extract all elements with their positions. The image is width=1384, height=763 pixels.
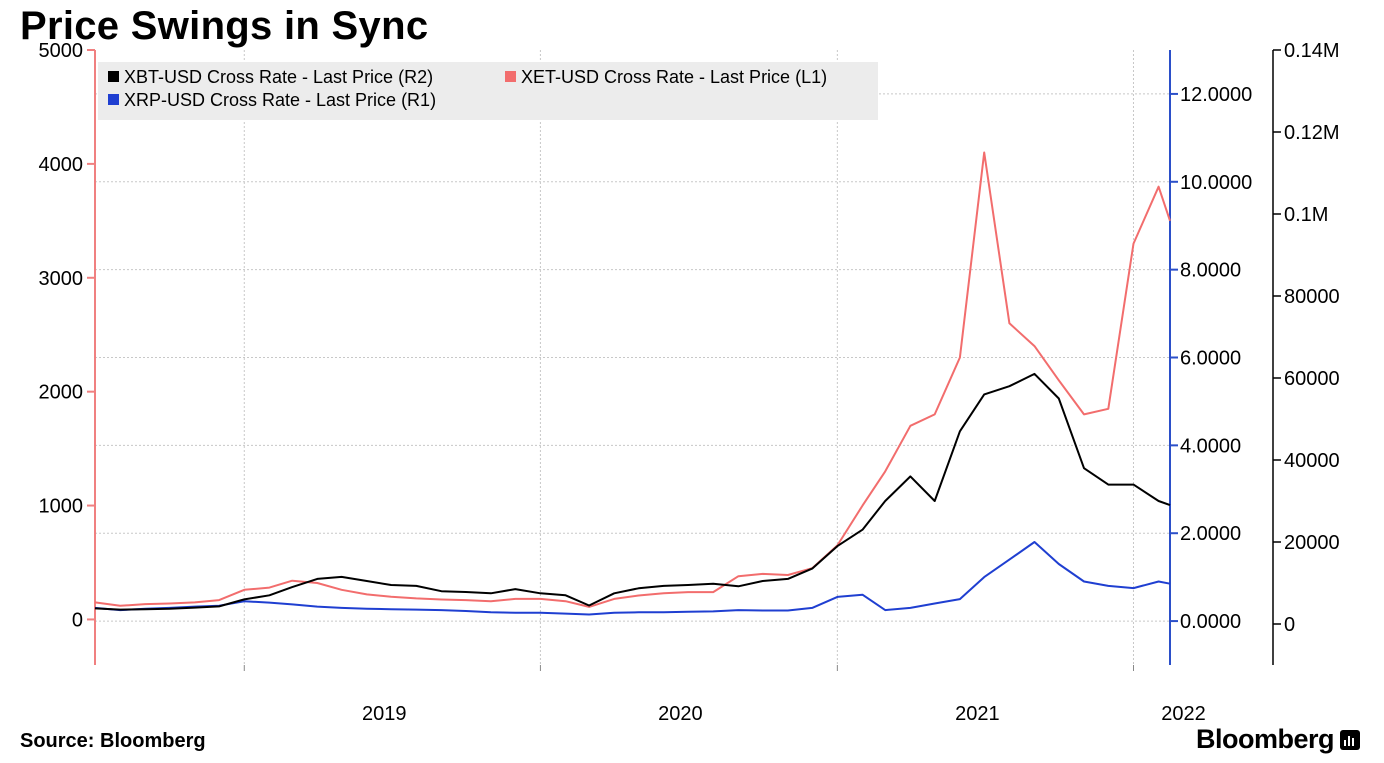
x-axis-tick-label: 2022 xyxy=(1161,703,1206,725)
legend-swatch-xet xyxy=(505,71,516,82)
right-axis-r2-tick-label: 20000 xyxy=(1284,532,1340,554)
legend-label-xrp: XRP-USD Cross Rate - Last Price (R1) xyxy=(124,90,436,110)
bloomberg-terminal-icon xyxy=(1340,729,1361,750)
source-note: Source: Bloomberg xyxy=(20,730,206,752)
brand-name: Bloomberg xyxy=(1196,724,1335,754)
page-title: Price Swings in Sync xyxy=(20,4,429,48)
left-axis-tick-label: 1000 xyxy=(39,496,84,518)
right-axis-r2-tick-label: 80000 xyxy=(1284,286,1340,308)
right-axis-r2-tick-label: 0.14M xyxy=(1284,40,1340,62)
right-axis-r1-tick-label: 6.0000 xyxy=(1180,348,1241,370)
legend-label-xbt: XBT-USD Cross Rate - Last Price (R2) xyxy=(124,67,433,87)
x-axis-tick-label: 2020 xyxy=(658,703,703,725)
series-lines xyxy=(94,151,1171,616)
left-axis-tick-label: 3000 xyxy=(39,268,84,290)
legend-swatch-xbt xyxy=(108,71,119,82)
right-axis-r2-tick-label: 40000 xyxy=(1284,450,1340,472)
right-axis-r1-tick-label: 10.0000 xyxy=(1180,172,1252,194)
right-axis-r1-tick-label: 8.0000 xyxy=(1180,260,1241,282)
right-axis-r1-tick-label: 4.0000 xyxy=(1180,435,1241,457)
legend-background xyxy=(98,62,878,120)
series-line-xrp xyxy=(94,541,1171,616)
brand-logo: Bloomberg xyxy=(1196,724,1361,755)
right-axis-r2-tick-label: 60000 xyxy=(1284,368,1340,390)
left-axis-tick-label: 2000 xyxy=(39,382,84,404)
left-axis-tick-label: 0 xyxy=(72,609,83,631)
left-axis-tick-label: 5000 xyxy=(39,40,84,62)
x-axis-tick-label: 2021 xyxy=(955,703,1000,725)
axes: 0 1000 2000 3000 4000 5000 0.0000 2.0000 4.0000 6… xyxy=(39,40,1340,725)
right-axis-r2-tick-label: 0.12M xyxy=(1284,122,1340,144)
legend-label-xet: XET-USD Cross Rate - Last Price (L1) xyxy=(521,67,827,87)
legend: XBT-USD Cross Rate - Last Price (R2) XET… xyxy=(98,62,878,120)
right-axis-r2-tick-label: 0 xyxy=(1284,614,1295,636)
right-axis-r1-tick-label: 0.0000 xyxy=(1180,611,1241,633)
right-axis-r2-tick-label: 0.1M xyxy=(1284,204,1328,226)
series-line-xbt xyxy=(94,372,1171,611)
left-axis-tick-label: 4000 xyxy=(39,154,84,176)
legend-swatch-xrp xyxy=(108,94,119,105)
series-line-xet xyxy=(94,151,1171,608)
right-axis-r1-tick-label: 2.0000 xyxy=(1180,523,1241,545)
right-axis-r1-tick-label: 12.0000 xyxy=(1180,84,1252,106)
grid xyxy=(95,50,1170,665)
x-axis-tick-label: 2019 xyxy=(362,703,407,725)
